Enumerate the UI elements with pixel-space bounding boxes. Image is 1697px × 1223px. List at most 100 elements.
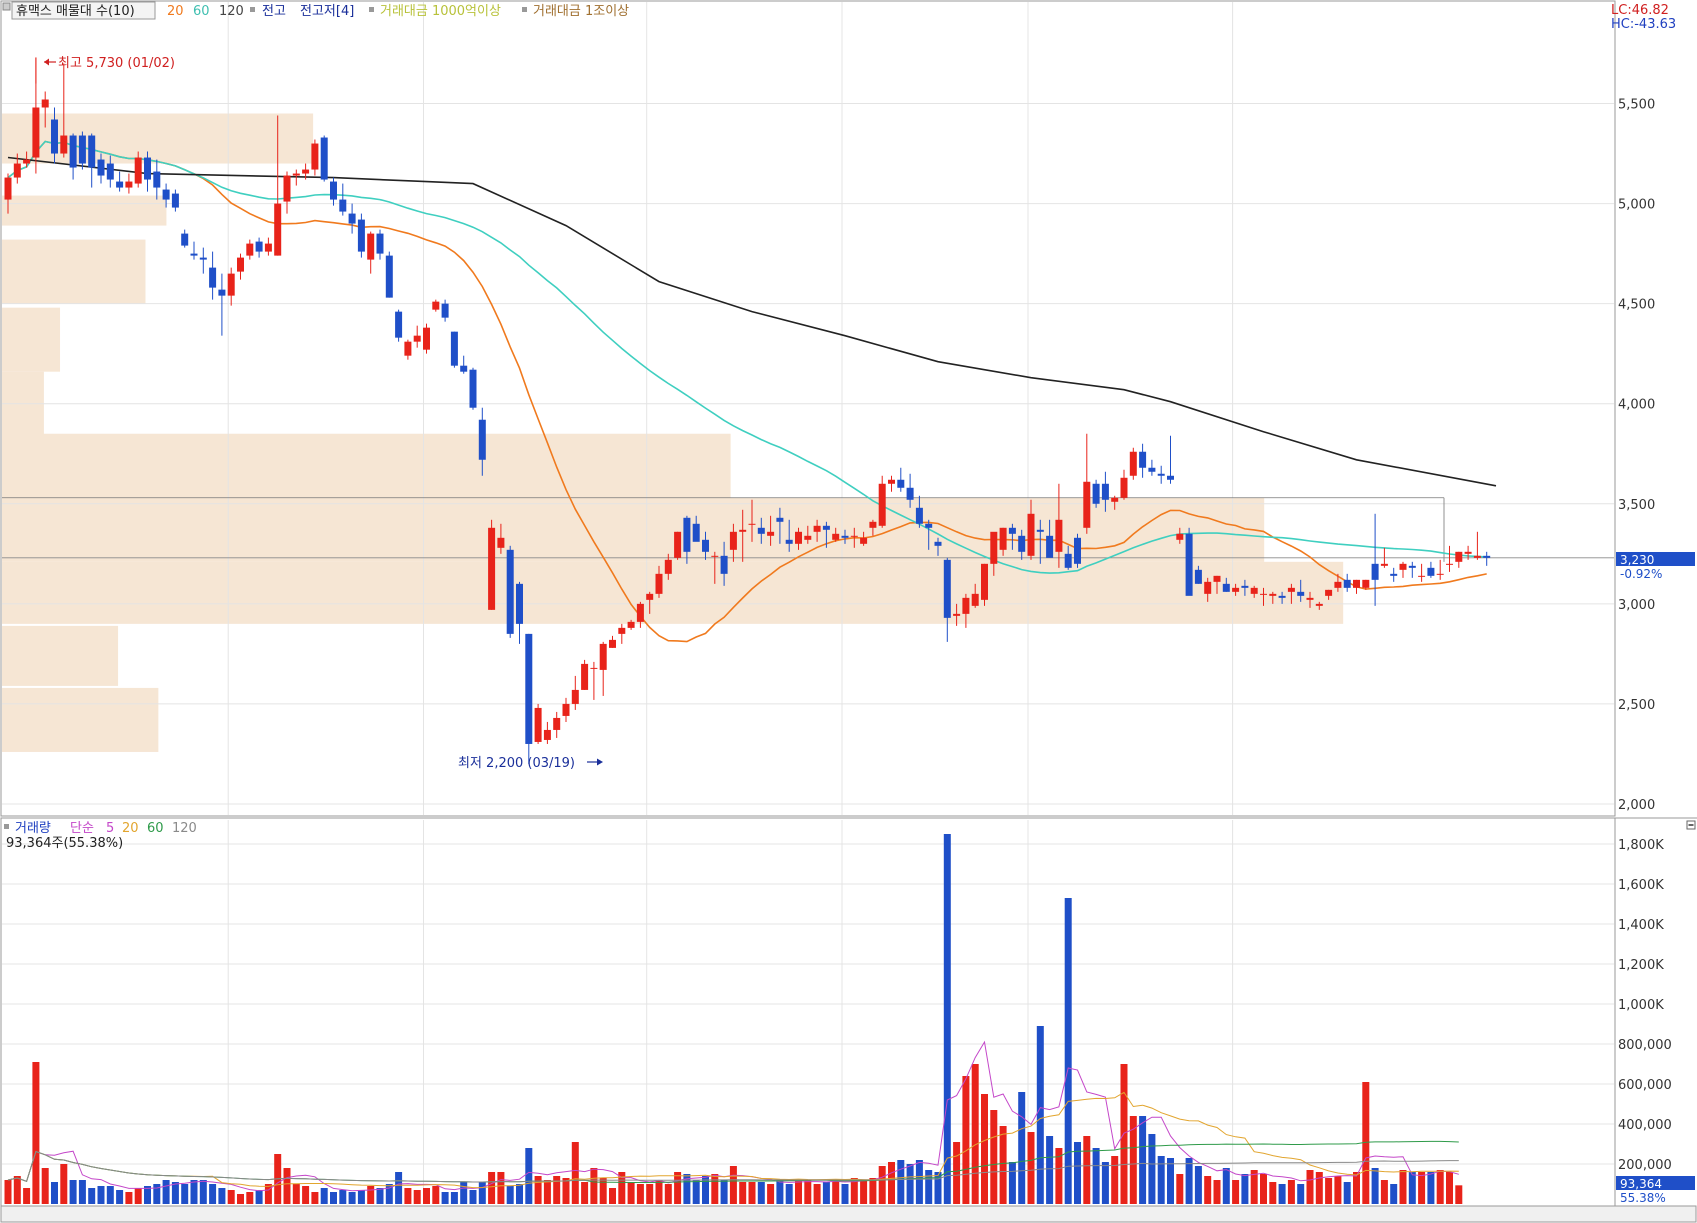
profile-band [2, 113, 314, 164]
volume-bar [441, 1192, 449, 1204]
volume-bar [990, 1110, 998, 1204]
volume-bar [1306, 1170, 1314, 1204]
volume-bar [450, 1192, 458, 1204]
candle [1204, 577, 1212, 602]
candle-body [1297, 591, 1305, 596]
candle [534, 703, 542, 744]
volume-bar [981, 1094, 988, 1204]
candle-body [488, 527, 496, 610]
volume-last-value: 93,364주(55.38%) [6, 836, 123, 851]
volume-tick-label: 1,800K [1618, 838, 1664, 853]
candle-body [441, 303, 449, 318]
price-tick-label: 4,000 [1618, 398, 1655, 413]
candle [1232, 583, 1240, 596]
candle [460, 355, 468, 374]
volume-tick-label: 400,000 [1618, 1118, 1672, 1133]
axes: 5,500 5,000 4,500 4,000 3,500 3,000 2,500 2,000… [5, 98, 1672, 1223]
candle [1129, 447, 1137, 480]
candle-body [237, 257, 244, 272]
volume-bar [32, 1062, 40, 1204]
candle-body [432, 301, 440, 310]
candle-body [88, 135, 96, 168]
candle-body [78, 135, 86, 164]
candle [618, 623, 626, 644]
candle [153, 159, 161, 200]
candle-body [646, 593, 654, 600]
candle-body [1427, 567, 1435, 576]
candle-body [925, 523, 933, 528]
candle-body [711, 555, 719, 557]
profile-band [2, 561, 1344, 624]
candle-body [97, 159, 105, 176]
volume-bar [869, 1178, 877, 1204]
volume-tick-label: 1,600K [1618, 878, 1664, 893]
indicator-title-box[interactable] [11, 1, 156, 20]
candle [255, 237, 263, 258]
volume-bar [692, 1180, 700, 1204]
candle [822, 521, 830, 548]
candle [1139, 443, 1147, 478]
candle-body [636, 603, 644, 622]
legend-toggle-icon[interactable] [2, 2, 11, 11]
volume-bar [246, 1192, 254, 1204]
candle [1194, 565, 1202, 584]
candle-body [813, 525, 821, 532]
candle-body [655, 573, 663, 594]
volume-bar [1083, 1136, 1091, 1204]
candle [739, 509, 747, 562]
candle [88, 133, 96, 188]
volume-bar [1446, 1172, 1453, 1204]
candle-body [897, 479, 905, 488]
date-axis-bar [0, 1205, 1697, 1223]
candle [1241, 579, 1249, 596]
candle-body [934, 541, 942, 546]
candle [227, 267, 235, 306]
candle [795, 527, 802, 550]
volume-bar [646, 1184, 654, 1204]
candle [13, 153, 21, 184]
volume-bar [153, 1184, 161, 1204]
volume-tick-label: 200,000 [1618, 1158, 1672, 1173]
volume-bar [1018, 1092, 1026, 1204]
candle-body [1111, 497, 1119, 502]
candle [1343, 573, 1351, 592]
legend-turnover-100b: 거래대금 1000억이상 [380, 4, 501, 19]
volume-bar [1222, 1168, 1230, 1204]
candle-body [1008, 527, 1016, 534]
candle-body [1408, 565, 1416, 568]
candle-body [822, 525, 830, 530]
candle [41, 91, 49, 128]
candle-body [915, 507, 923, 524]
candle-body [739, 529, 747, 532]
volume-bar [1129, 1116, 1137, 1204]
candle [1464, 545, 1472, 560]
candle [860, 531, 868, 546]
current-volume-ratio: 55.38% [1620, 1191, 1666, 1205]
candle [553, 711, 561, 738]
candle [51, 107, 58, 164]
profile-band [2, 307, 61, 372]
candle [1371, 513, 1379, 606]
volume-bar [1418, 1172, 1426, 1204]
volume-bar [1427, 1172, 1435, 1204]
legend-turnover-1t: 거래대금 1조이상 [533, 4, 629, 19]
candle-body [1455, 551, 1463, 562]
volume-bar [367, 1186, 375, 1204]
candle [60, 63, 68, 158]
candle [97, 153, 105, 184]
candle-body [478, 419, 486, 460]
price-tick-label: 2,000 [1618, 798, 1655, 813]
candle [385, 251, 393, 298]
candle-body [1241, 585, 1249, 588]
volume-bar [1371, 1168, 1379, 1204]
candle-body [525, 633, 533, 744]
volume-bar [795, 1180, 802, 1204]
volume-bar [302, 1186, 310, 1204]
volume-bar [1408, 1172, 1416, 1204]
volume-bar [237, 1194, 244, 1204]
candle-body [981, 563, 988, 600]
volume-bar [1064, 898, 1072, 1204]
volume-bar [832, 1180, 840, 1204]
candle-body [590, 667, 598, 669]
candle [646, 591, 654, 614]
